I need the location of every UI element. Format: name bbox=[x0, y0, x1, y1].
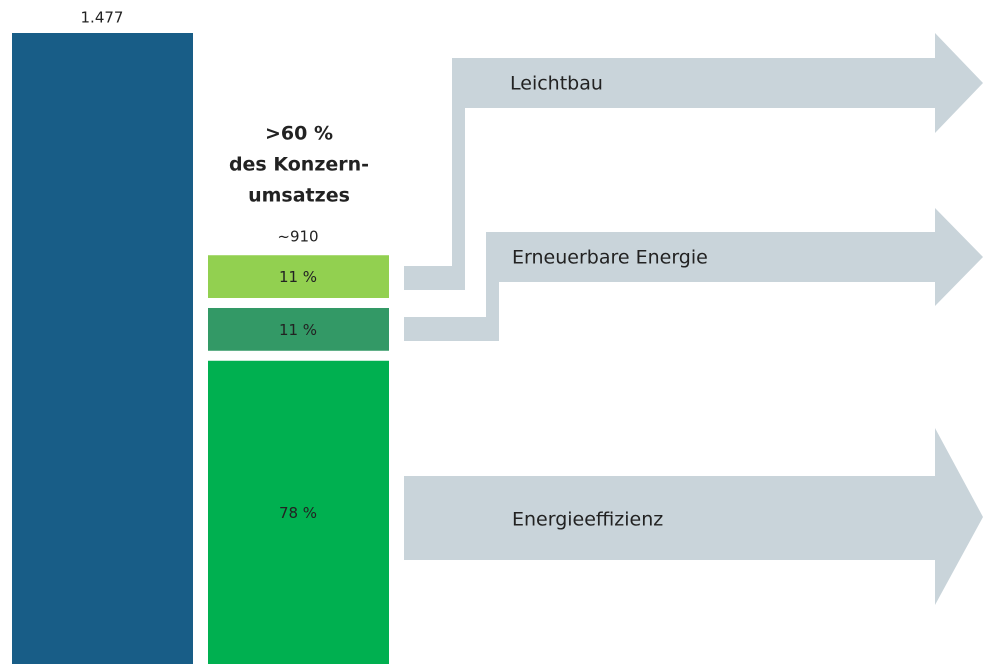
total-label: 1.477 bbox=[81, 9, 124, 27]
arrow-label: Leichtbau bbox=[510, 73, 603, 95]
annotation: umsatzes bbox=[248, 185, 350, 207]
segment-label: 78 % bbox=[279, 504, 317, 522]
arrow-label: Erneuerbare Energie bbox=[512, 247, 708, 269]
arrow bbox=[404, 428, 983, 605]
segment-label: 11 % bbox=[279, 321, 317, 339]
arrow bbox=[404, 33, 983, 290]
segment bbox=[208, 307, 389, 351]
annotation: >60 % bbox=[265, 123, 333, 145]
arrow bbox=[404, 208, 983, 341]
annotation: des Konzern- bbox=[229, 154, 369, 176]
segment bbox=[208, 255, 389, 298]
total-bar bbox=[12, 33, 193, 664]
segment-label: 11 % bbox=[279, 268, 317, 286]
arrow-label: Energieeffizienz bbox=[512, 509, 663, 531]
subtotal-label: ~910 bbox=[277, 228, 318, 246]
segment bbox=[208, 360, 389, 664]
